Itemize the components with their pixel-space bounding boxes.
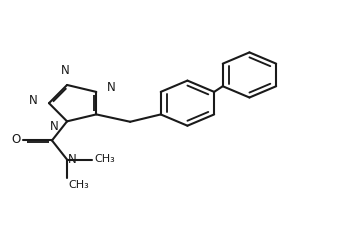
Text: N: N [68, 153, 77, 166]
Text: CH₃: CH₃ [94, 154, 115, 164]
Text: N: N [61, 64, 70, 77]
Text: N: N [106, 81, 115, 94]
Text: N: N [49, 120, 58, 133]
Text: N: N [29, 94, 38, 107]
Text: O: O [11, 133, 21, 147]
Text: CH₃: CH₃ [68, 180, 89, 190]
